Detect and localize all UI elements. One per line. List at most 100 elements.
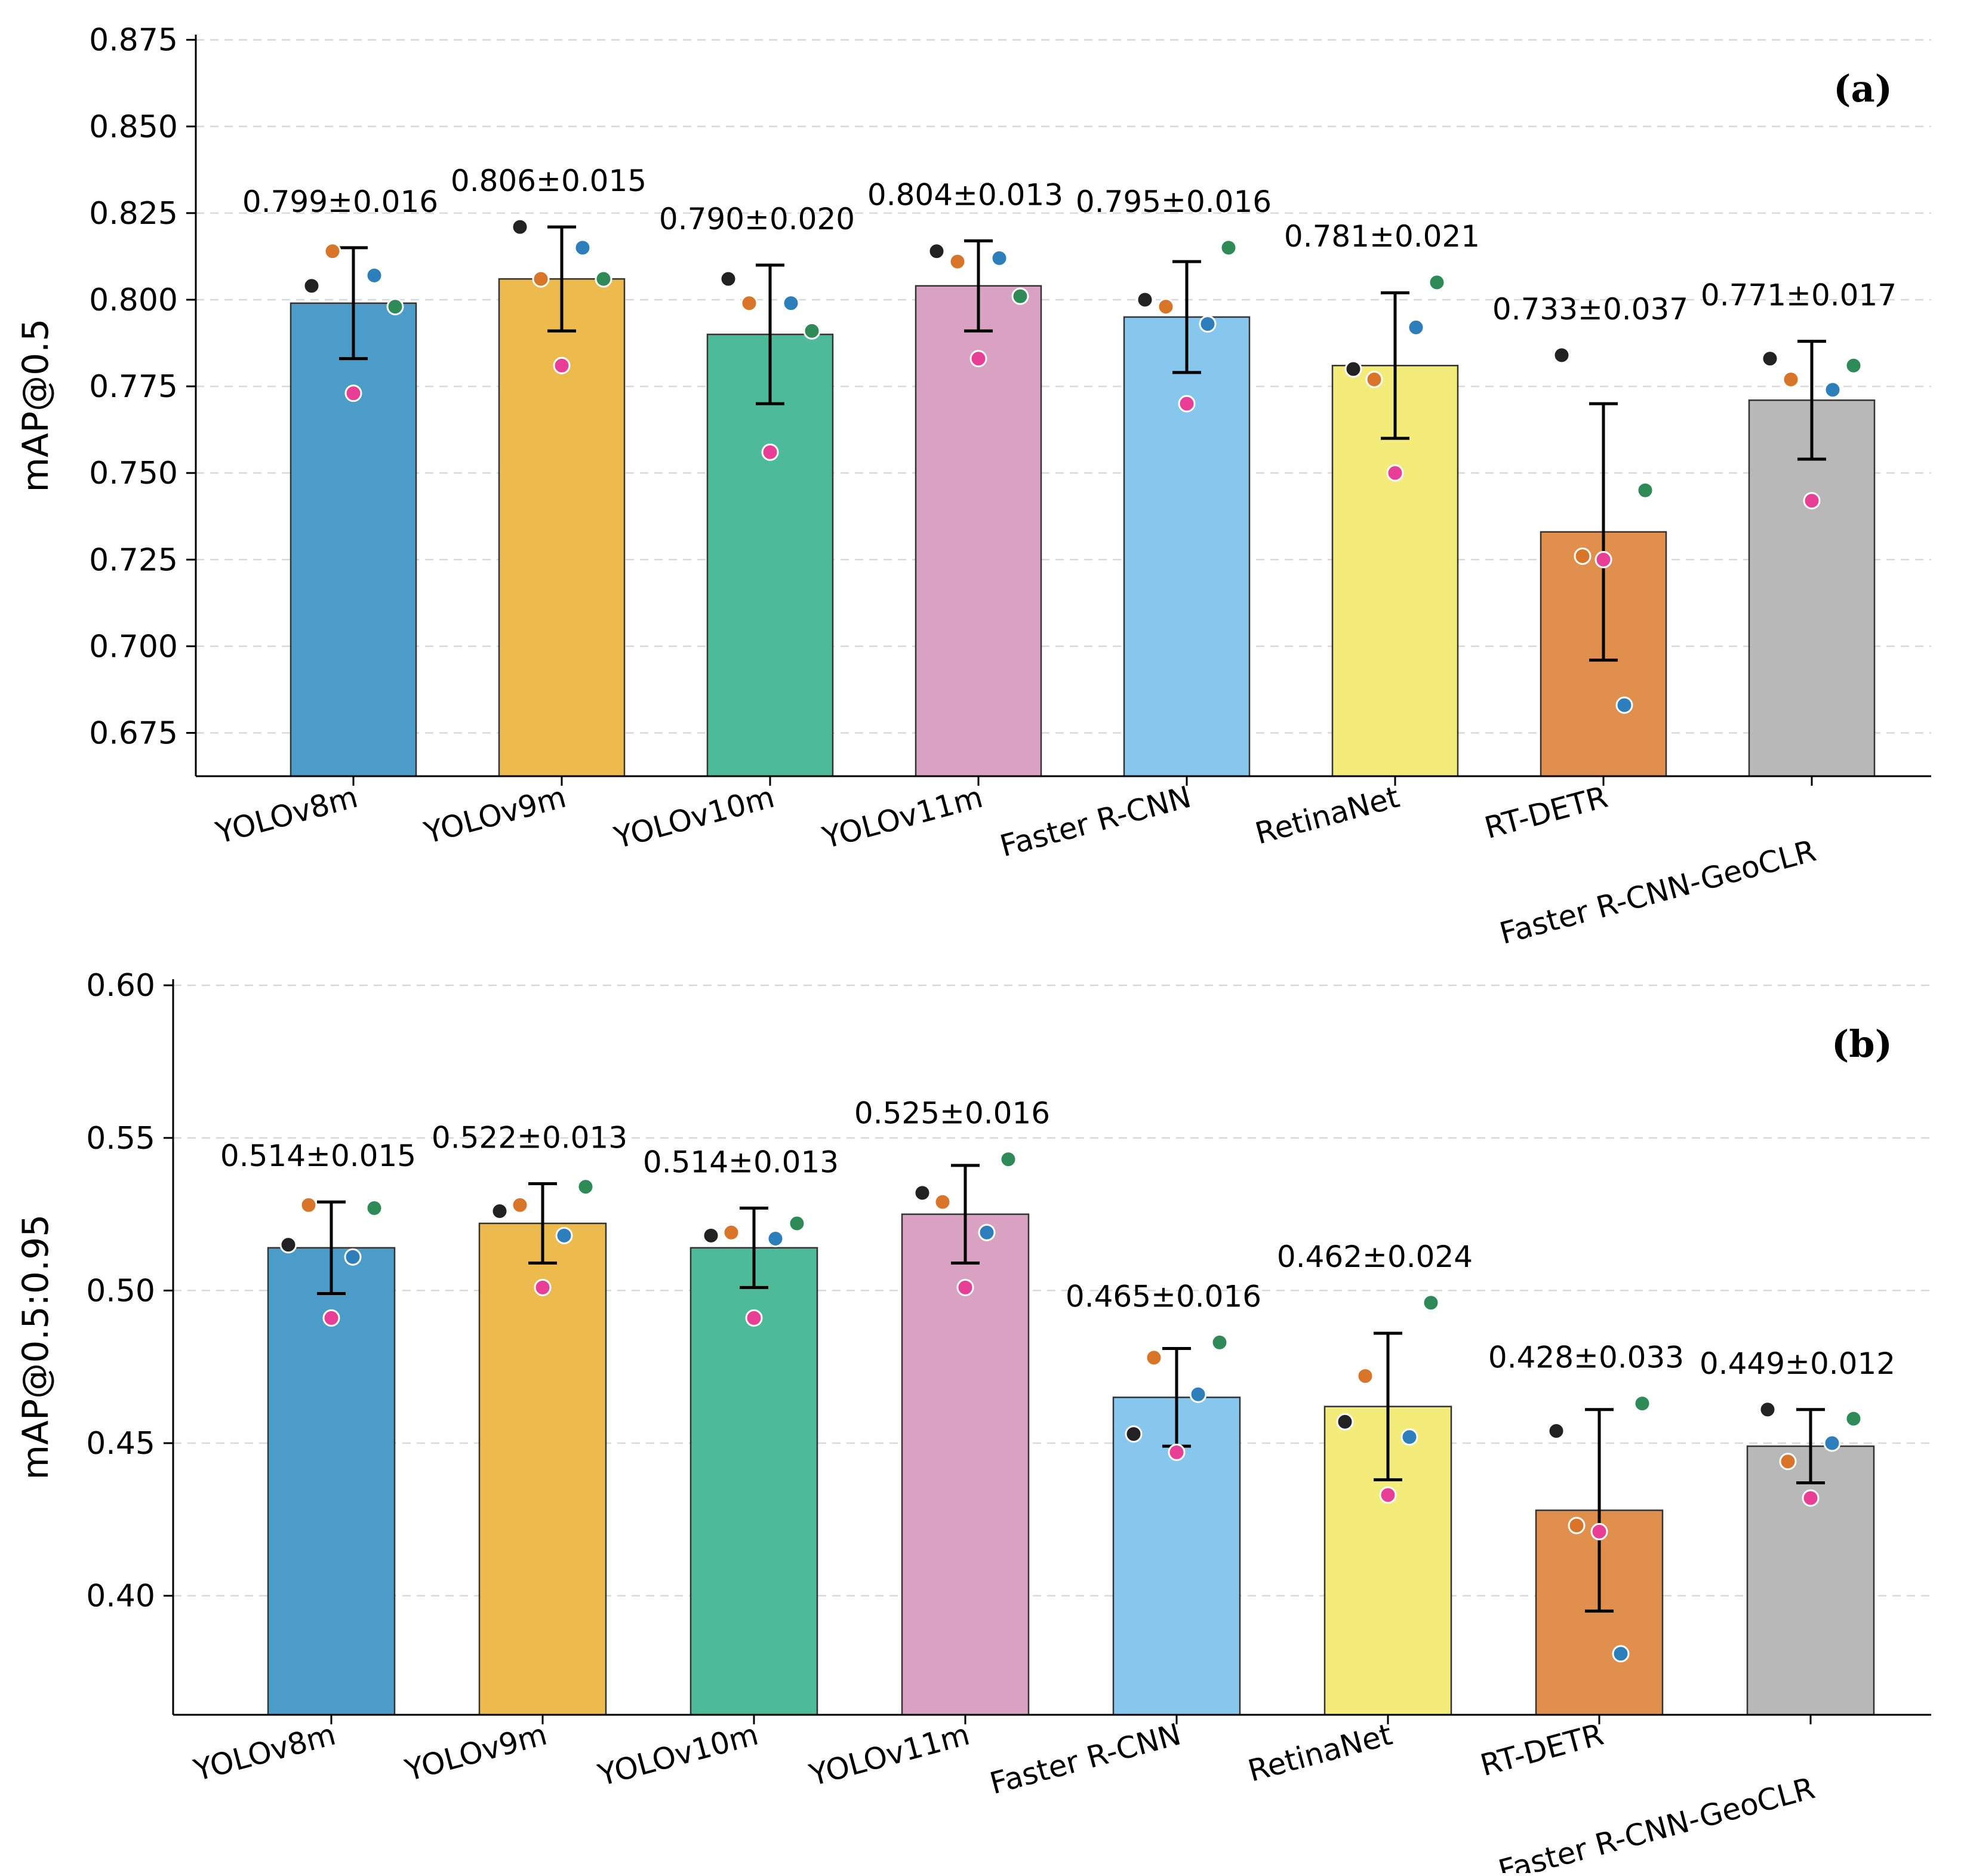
- run-point: [1336, 1413, 1354, 1431]
- run-point: [1365, 370, 1383, 388]
- run-point: [303, 277, 321, 295]
- run-point: [913, 1184, 931, 1202]
- x-tick-label: YOLOv9m: [420, 780, 570, 851]
- x-tick-label: YOLOv8m: [190, 1717, 339, 1788]
- run-point: [722, 1223, 740, 1241]
- x-tick-label: YOLOv10m: [594, 1717, 762, 1793]
- y-tick-label: 0.775: [89, 369, 178, 405]
- run-point: [761, 443, 779, 461]
- value-label: 0.733±0.037: [1492, 292, 1688, 327]
- x-tick-label: YOLOv11m: [805, 1717, 973, 1793]
- value-label: 0.428±0.033: [1488, 1340, 1684, 1375]
- run-point: [1178, 395, 1196, 413]
- run-point: [1168, 1443, 1186, 1461]
- value-label: 0.522±0.013: [432, 1121, 627, 1155]
- run-point: [322, 1309, 340, 1327]
- run-point: [1803, 492, 1821, 510]
- run-point: [1633, 1395, 1651, 1413]
- run-point: [386, 298, 404, 316]
- bar: [1748, 399, 1876, 777]
- run-point: [344, 1248, 362, 1266]
- run-point: [1823, 1434, 1841, 1452]
- run-point: [1356, 1367, 1374, 1385]
- value-label: 0.790±0.020: [659, 202, 855, 236]
- run-point: [1636, 481, 1654, 499]
- y-tick-label: 0.675: [89, 715, 178, 751]
- y-tick-label: 0.55: [86, 1121, 155, 1157]
- run-point: [595, 270, 612, 288]
- run-point: [365, 1199, 383, 1217]
- value-label: 0.795±0.016: [1076, 184, 1272, 219]
- run-point: [1428, 273, 1446, 291]
- y-tick-label: 0.850: [89, 109, 178, 145]
- x-tick-label: RT-DETR: [1477, 1717, 1607, 1783]
- run-point: [1615, 696, 1633, 714]
- run-point: [365, 266, 383, 284]
- panel-label: (a): [1833, 67, 1892, 110]
- run-point: [555, 1226, 573, 1244]
- run-point: [969, 350, 987, 368]
- x-tick-label: YOLOv10m: [610, 780, 778, 856]
- run-point: [324, 242, 341, 260]
- run-point: [344, 385, 362, 402]
- bar: [915, 285, 1042, 777]
- bar: [1746, 1445, 1875, 1716]
- chart-panel-a: 0.675 0.700 0.725 0.750 0.775 0.800 0.825 0.850…: [15, 23, 1931, 951]
- y-tick-label: 0.725: [89, 542, 178, 578]
- bar: [478, 1222, 607, 1716]
- x-tick-label: Faster R-CNN-GeoCLR: [1496, 834, 1820, 951]
- y-tick-label: 0.825: [89, 196, 178, 232]
- x-tick-label: YOLOv9m: [401, 1717, 550, 1788]
- y-tick-label: 0.40: [86, 1579, 155, 1614]
- bar: [290, 302, 417, 777]
- value-label: 0.804±0.013: [867, 177, 1063, 212]
- value-label: 0.514±0.015: [220, 1139, 416, 1173]
- run-point: [1802, 1489, 1820, 1507]
- run-point: [1779, 1453, 1797, 1471]
- y-tick-label: 0.60: [86, 968, 155, 1004]
- run-point: [279, 1236, 297, 1254]
- run-point: [788, 1214, 806, 1232]
- run-point: [928, 242, 946, 260]
- run-point: [491, 1203, 509, 1220]
- run-point: [999, 1151, 1017, 1168]
- run-point: [532, 270, 550, 288]
- run-point: [949, 253, 966, 270]
- run-point: [956, 1278, 974, 1296]
- y-axis-title: mAP@0.5:0.95: [15, 1214, 57, 1480]
- y-axis-title: mAP@0.5: [15, 318, 57, 492]
- run-point: [511, 1196, 529, 1214]
- run-point: [1761, 350, 1779, 368]
- value-label: 0.799±0.016: [242, 184, 438, 219]
- run-point: [1157, 298, 1175, 316]
- run-point: [1547, 1422, 1565, 1440]
- run-point: [1782, 370, 1800, 388]
- x-tick-label: RetinaNet: [1252, 780, 1403, 851]
- run-point: [1407, 318, 1425, 336]
- run-point: [300, 1196, 318, 1214]
- panel-label: (b): [1831, 1022, 1892, 1066]
- x-tick-label: YOLOv8m: [212, 780, 361, 851]
- run-point: [740, 294, 758, 312]
- run-point: [1568, 1517, 1586, 1534]
- run-point: [534, 1278, 552, 1296]
- run-point: [1594, 551, 1612, 568]
- run-point: [803, 322, 821, 340]
- run-point: [1199, 315, 1217, 333]
- run-point: [1612, 1645, 1630, 1663]
- run-point: [1344, 360, 1362, 378]
- run-point: [702, 1226, 720, 1244]
- y-tick-label: 0.700: [89, 629, 178, 665]
- run-point: [1590, 1523, 1608, 1540]
- value-label: 0.771±0.017: [1701, 278, 1897, 313]
- run-point: [1189, 1385, 1207, 1403]
- x-tick-label: Faster R-CNN: [996, 780, 1195, 864]
- x-tick-label: RetinaNet: [1245, 1717, 1396, 1789]
- run-point: [767, 1230, 784, 1248]
- run-point: [1379, 1486, 1397, 1504]
- run-point: [1211, 1333, 1229, 1351]
- run-point: [1845, 356, 1863, 374]
- value-label: 0.462±0.024: [1277, 1240, 1473, 1274]
- x-tick-label: Faster R-CNN-GeoCLR: [1495, 1771, 1818, 1873]
